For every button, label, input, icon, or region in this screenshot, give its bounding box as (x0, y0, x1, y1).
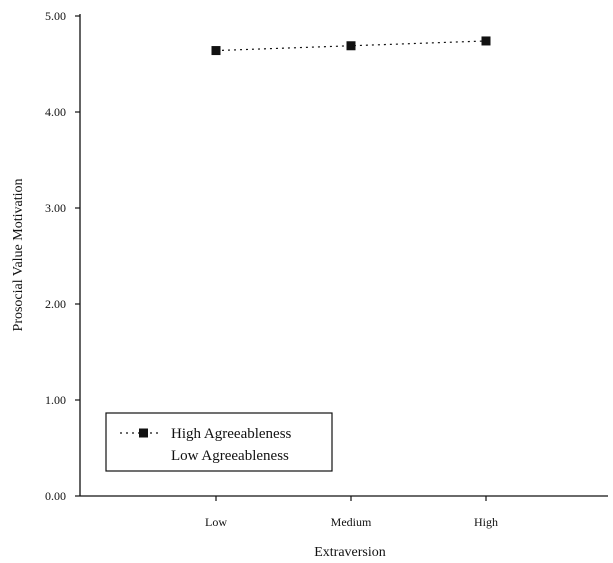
x-tick-label: High (474, 515, 498, 529)
legend-box (105, 412, 333, 472)
legend-label-high-agreeableness: High Agreeableness (171, 426, 292, 442)
y-tick-label: 2.00 (45, 297, 66, 311)
y-tick-label: 5.00 (45, 9, 66, 23)
x-ticks: Low Medium High (205, 496, 498, 529)
series-layer (211, 36, 491, 56)
x-axis-title: Extraversion (314, 545, 386, 560)
x-tick-label: Medium (331, 515, 372, 529)
legend-marker-high-agreeableness (139, 428, 148, 438)
y-tick-label: 0.00 (45, 489, 66, 503)
y-tick-label: 1.00 (45, 393, 66, 407)
x-tick-label: Low (205, 515, 227, 529)
y-axis-title: Prosocial Value Motivation (11, 179, 26, 332)
data-point-high-agreeableness (481, 36, 491, 46)
y-tick-label: 3.00 (45, 201, 66, 215)
legend-items: High Agreeableness Low Agreeableness (120, 426, 292, 464)
y-ticks: 0.00 1.00 2.00 3.00 4.00 5.00 (45, 9, 80, 503)
legend-label-low-agreeableness: Low Agreeableness (171, 448, 289, 464)
legend: High Agreeableness Low Agreeableness (105, 412, 333, 472)
data-point-high-agreeableness (211, 46, 221, 56)
data-point-high-agreeableness (346, 41, 356, 51)
y-tick-label: 4.00 (45, 105, 66, 119)
